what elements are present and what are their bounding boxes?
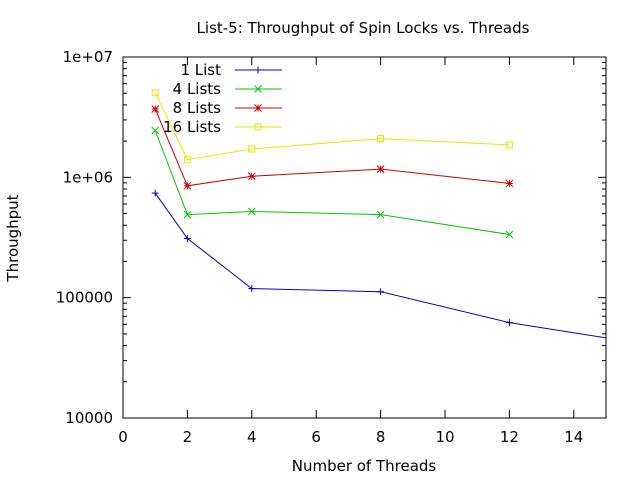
data-point-marker [377, 135, 385, 143]
data-point-marker [151, 105, 160, 113]
data-point-marker [183, 181, 192, 190]
series-lines [151, 89, 640, 347]
legend-label: 8 Lists [173, 99, 222, 117]
series-line-0 [154, 192, 606, 339]
legend-swatch-marker [254, 66, 262, 74]
y-axis-ticks: 10000 100000 1e+06 1e+07 [56, 48, 606, 427]
series-line-3 [154, 92, 510, 161]
x-tick-label: 14 [564, 428, 583, 446]
data-point-marker [505, 179, 514, 188]
data-point-marker [376, 210, 385, 219]
x-axis-ticks: 0 2 4 6 8 10 12 14 [118, 57, 583, 446]
legend-label: 4 Lists [173, 80, 222, 98]
data-point-marker [635, 340, 640, 347]
x-tick-label: 10 [435, 428, 454, 446]
legend-swatch-marker [254, 123, 262, 131]
data-point-marker [151, 189, 159, 197]
data-point-marker [376, 165, 385, 173]
x-tick-label: 2 [183, 428, 193, 446]
data-point-marker [505, 141, 513, 149]
x-tick-label: 8 [376, 428, 386, 446]
data-point-marker [505, 319, 513, 327]
data-point-marker [183, 235, 191, 243]
x-tick-label: 4 [247, 428, 257, 446]
data-point-marker [151, 89, 159, 97]
data-point-marker [183, 156, 191, 164]
y-tick-label: 1e+06 [63, 168, 113, 186]
legend-swatch-marker [254, 104, 262, 112]
y-axis-label: Throughput [4, 194, 22, 282]
y-tick-label: 10000 [65, 409, 113, 427]
data-point-marker [247, 172, 256, 181]
data-point-marker [505, 230, 514, 239]
data-point-marker [377, 288, 385, 296]
y-tick-label: 100000 [56, 289, 113, 307]
x-tick-label: 12 [500, 428, 519, 446]
data-point-marker [248, 145, 256, 153]
chart-title: List-5: Throughput of Spin Locks vs. Thr… [197, 19, 530, 37]
x-tick-label: 0 [118, 428, 128, 446]
y-tick-label: 1e+07 [63, 48, 113, 66]
plot-area-border [122, 56, 607, 419]
legend-swatch-marker [254, 85, 262, 93]
data-point-marker [248, 285, 256, 293]
legend-label: 1 List [180, 61, 221, 79]
legend-label: 16 Lists [163, 118, 221, 136]
data-point-marker [247, 207, 256, 216]
x-axis-label: Number of Threads [292, 457, 437, 475]
data-point-marker [151, 126, 160, 135]
x-tick-label: 6 [311, 428, 321, 446]
data-point-marker [183, 210, 192, 219]
